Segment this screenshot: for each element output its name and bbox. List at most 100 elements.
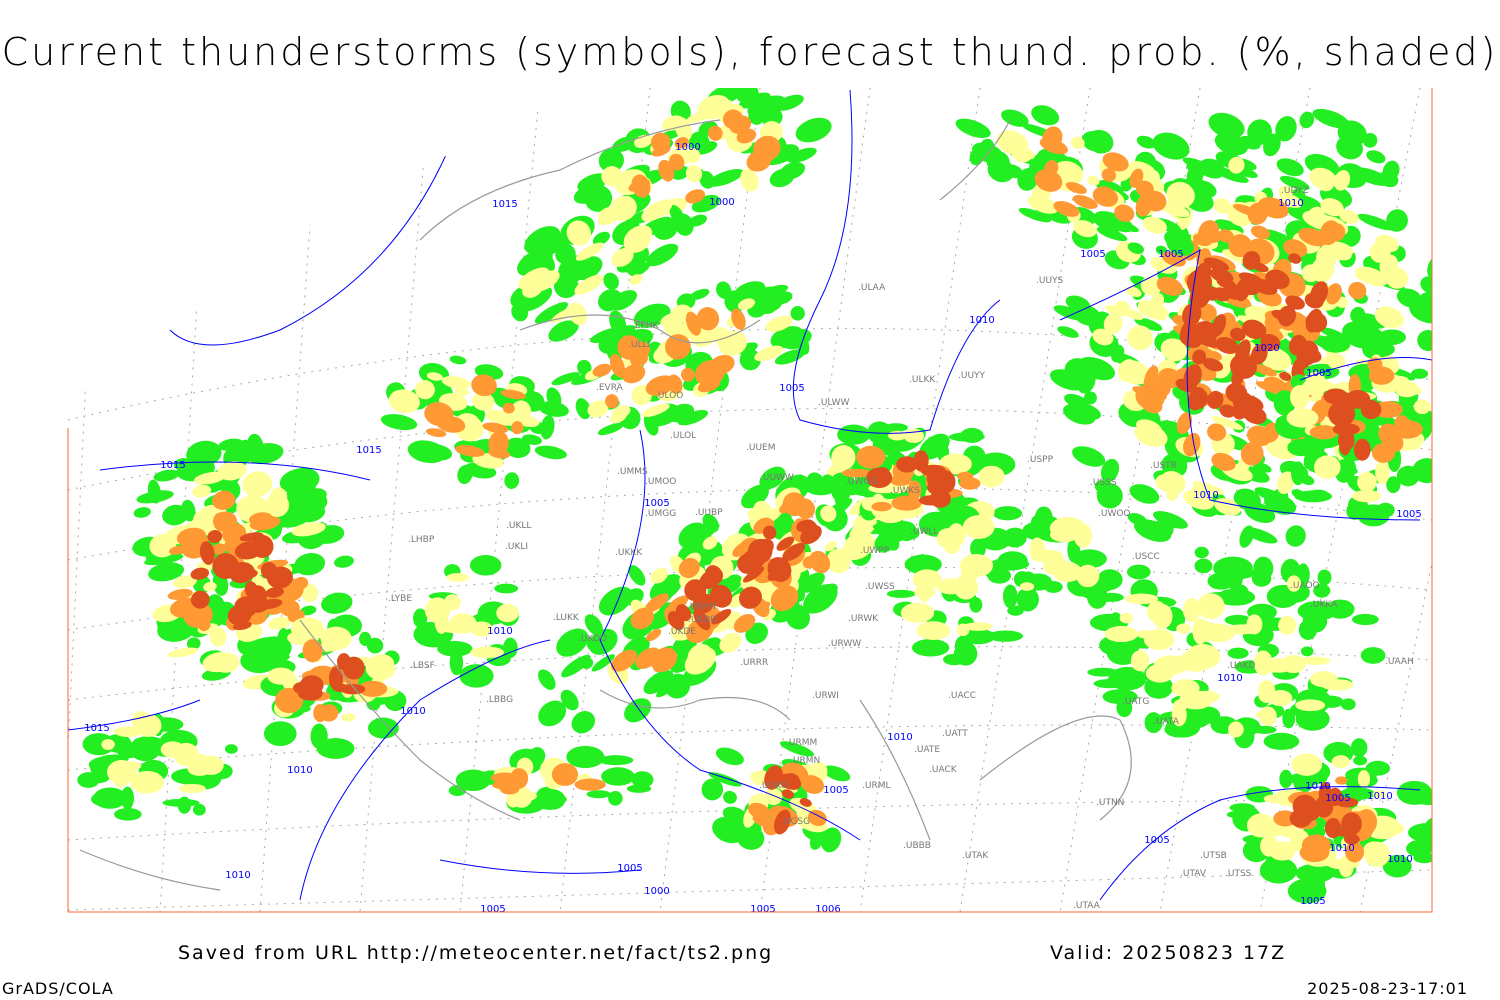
station-label: .LHBP bbox=[408, 535, 435, 545]
prob-cell bbox=[722, 109, 744, 129]
prob-cell bbox=[449, 649, 464, 676]
prob-cell bbox=[1252, 725, 1277, 734]
prob-cell bbox=[1076, 369, 1096, 394]
prob-cell bbox=[1391, 420, 1423, 439]
prob-cell bbox=[1197, 593, 1225, 620]
prob-cell bbox=[1299, 656, 1331, 665]
station-label: .UWGG bbox=[845, 477, 877, 487]
prob-cell bbox=[1100, 458, 1120, 483]
isobar-label: 1005 bbox=[480, 904, 505, 915]
prob-cell bbox=[1147, 600, 1167, 623]
prob-cell bbox=[809, 550, 831, 574]
prob-cell bbox=[1228, 156, 1245, 174]
prob-cell bbox=[534, 302, 569, 324]
prob-cell bbox=[888, 430, 907, 441]
grid-parallel bbox=[68, 869, 1432, 911]
prob-cell bbox=[1102, 689, 1138, 705]
isobar-label: 1015 bbox=[492, 199, 517, 210]
prob-cell bbox=[1266, 658, 1294, 673]
prob-cell bbox=[626, 784, 652, 793]
station-label: .USSS bbox=[1090, 478, 1117, 488]
prob-cell bbox=[1103, 313, 1123, 335]
prob-cell bbox=[1183, 489, 1215, 510]
prob-cell bbox=[635, 647, 661, 669]
prob-cell bbox=[1140, 276, 1162, 296]
prob-cell bbox=[197, 617, 211, 632]
prob-cell bbox=[1053, 201, 1080, 217]
station-label: .UATA bbox=[1153, 717, 1180, 727]
prob-cell bbox=[217, 461, 247, 481]
prob-cell bbox=[571, 711, 596, 734]
prob-cell bbox=[1386, 476, 1401, 494]
isobar-label: 1005 bbox=[1300, 896, 1325, 907]
prob-cell bbox=[1134, 317, 1163, 331]
prob-cell bbox=[1213, 556, 1253, 580]
prob-cell bbox=[1119, 612, 1134, 624]
prob-cell bbox=[538, 669, 556, 690]
prob-cell bbox=[629, 262, 650, 277]
station-label: .URMN bbox=[790, 756, 820, 766]
isobar-label: 1010 bbox=[1305, 781, 1330, 792]
probability-shading: 1000100010151020101510151005101010051005… bbox=[68, 88, 1432, 915]
station-label: .URWW bbox=[828, 639, 861, 649]
isobar-label: 1010 bbox=[969, 315, 994, 326]
prob-cell bbox=[1102, 152, 1129, 172]
prob-cell bbox=[267, 667, 295, 685]
prob-cell bbox=[366, 637, 384, 654]
prob-cell bbox=[1044, 580, 1063, 593]
prob-cell bbox=[731, 308, 746, 330]
prob-cell bbox=[969, 597, 983, 613]
prob-cell bbox=[611, 247, 634, 267]
prob-cell bbox=[212, 490, 236, 510]
prob-cell bbox=[681, 367, 695, 382]
prob-cell bbox=[646, 243, 679, 267]
prob-cell bbox=[457, 465, 473, 485]
prob-cell bbox=[774, 349, 806, 365]
prob-cell bbox=[1073, 220, 1097, 238]
station-label: .UATE bbox=[914, 745, 940, 755]
prob-cell bbox=[132, 736, 164, 750]
station-label: .LYBE bbox=[388, 594, 412, 604]
isobar-label: 1005 bbox=[644, 498, 669, 509]
prob-cell bbox=[753, 135, 781, 162]
prob-cell bbox=[956, 623, 970, 637]
prob-cell bbox=[538, 401, 569, 417]
prob-cell bbox=[277, 628, 291, 653]
prob-cell bbox=[658, 159, 675, 182]
prob-cell bbox=[764, 765, 783, 790]
isobar-label: 1000 bbox=[675, 142, 700, 153]
isobar-label: 1015 bbox=[160, 460, 185, 471]
prob-cell bbox=[1211, 416, 1243, 430]
prob-cell bbox=[186, 637, 201, 650]
prob-cell bbox=[524, 226, 561, 255]
station-label: .EVRA bbox=[596, 383, 624, 393]
prob-cell bbox=[773, 809, 791, 835]
prob-cell bbox=[1240, 442, 1264, 466]
prob-cell bbox=[912, 569, 942, 589]
prob-cell bbox=[577, 359, 592, 376]
prob-cell bbox=[1213, 167, 1249, 183]
prob-cell bbox=[1246, 614, 1263, 635]
isobar-label: 1020 bbox=[1254, 343, 1279, 354]
prob-cell bbox=[665, 334, 691, 360]
prob-cell bbox=[1253, 364, 1277, 377]
prob-cell bbox=[774, 291, 793, 305]
prob-cell bbox=[107, 759, 137, 785]
map-title: Current thunderstorms (symbols), forecas… bbox=[1, 30, 1499, 74]
prob-cell bbox=[1087, 667, 1119, 677]
prob-cell bbox=[268, 616, 292, 630]
prob-cell bbox=[224, 744, 238, 754]
station-label: .LBSF bbox=[410, 661, 435, 671]
prob-cell bbox=[1386, 209, 1408, 232]
prob-cell bbox=[997, 551, 1028, 571]
prob-cell bbox=[358, 680, 388, 697]
prob-cell bbox=[198, 755, 224, 776]
prob-cell bbox=[1312, 108, 1350, 129]
prob-cell bbox=[1073, 523, 1092, 548]
prob-cell bbox=[701, 778, 724, 801]
prob-cell bbox=[702, 536, 718, 550]
prob-cell bbox=[585, 185, 613, 212]
prob-cell bbox=[723, 790, 737, 804]
prob-cell bbox=[1327, 353, 1346, 370]
